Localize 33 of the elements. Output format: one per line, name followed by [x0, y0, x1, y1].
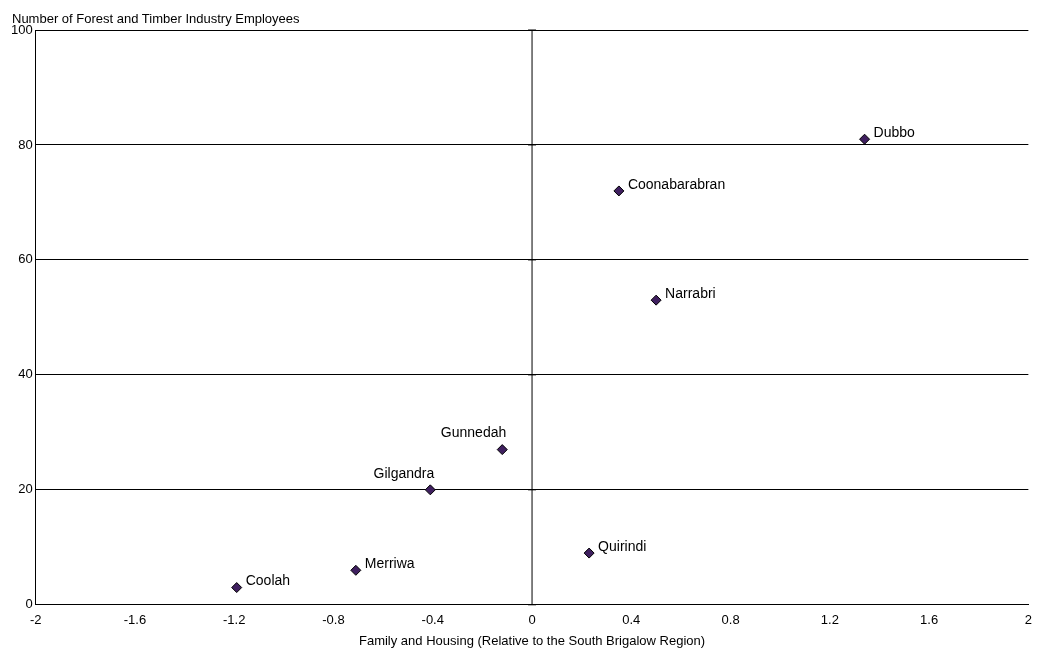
y-tick-label: 0 — [25, 596, 33, 612]
annotation: Dubbo — [873, 124, 916, 141]
x-tick-label: -1.2 — [223, 612, 246, 628]
annotation: Quirindi — [598, 537, 647, 554]
annotation: Coolah — [245, 572, 291, 589]
x-tick-label: -1.6 — [123, 612, 147, 628]
point — [496, 444, 508, 456]
x-tick-label: -0.8 — [322, 612, 345, 628]
x-tick-label: 0.4 — [622, 612, 641, 628]
point — [859, 133, 871, 145]
point — [231, 582, 243, 594]
x-tick-label: 0 — [528, 612, 536, 628]
x-axis-title: Family and Housing (Relative to the South Brigalow Region) — [358, 632, 706, 648]
x-tick-label: -0.4 — [421, 612, 444, 628]
y-tick-label: 40 — [18, 366, 33, 382]
point — [424, 484, 436, 496]
point — [613, 185, 625, 197]
annotation: Gunnedah — [440, 424, 507, 441]
y-tick-label: 20 — [18, 481, 33, 497]
annotation: Narrabri — [665, 285, 716, 302]
y-tick-label: 60 — [18, 251, 33, 267]
x-tick-label: 1.2 — [820, 612, 839, 628]
point — [583, 547, 595, 559]
annotation: Merriwa — [364, 555, 415, 572]
x-tick-label: 0.8 — [721, 612, 740, 628]
x-tick-label: 1.6 — [920, 612, 939, 628]
y-tick-label: 80 — [18, 136, 33, 152]
annotation: Coonabarabran — [627, 175, 726, 192]
annotation: Gilgandra — [373, 464, 435, 481]
point — [650, 294, 662, 306]
x-tick-label: -2 — [29, 612, 42, 628]
x-tick-label: 2 — [1024, 612, 1032, 628]
point — [350, 564, 362, 576]
